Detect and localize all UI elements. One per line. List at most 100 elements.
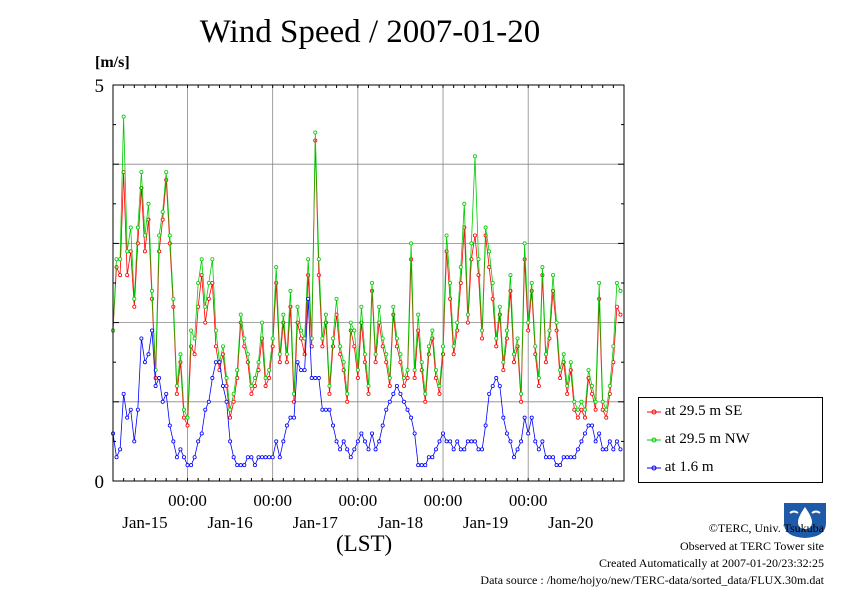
data-point — [604, 415, 609, 420]
y-tick-label: 0 — [95, 472, 105, 493]
data-point — [487, 265, 492, 270]
data-point — [529, 415, 534, 420]
data-point — [437, 383, 442, 388]
data-point — [252, 463, 257, 468]
data-point — [416, 463, 421, 468]
data-point — [245, 455, 250, 460]
data-point — [593, 407, 598, 412]
data-point — [345, 399, 350, 404]
data-point — [430, 328, 435, 333]
data-point — [213, 360, 218, 365]
data-point — [341, 360, 346, 365]
data-point — [497, 304, 502, 309]
data-point — [469, 241, 474, 246]
data-point — [504, 328, 509, 333]
data-point — [299, 336, 304, 341]
data-point — [213, 344, 218, 349]
data-point — [178, 447, 183, 452]
data-point — [551, 273, 556, 278]
data-point — [348, 320, 353, 325]
data-point — [536, 376, 541, 381]
data-point — [483, 225, 488, 230]
data-point — [359, 304, 364, 309]
data-point — [373, 352, 378, 357]
data-point — [210, 376, 215, 381]
data-point — [171, 296, 176, 301]
data-point — [114, 257, 119, 262]
data-point — [472, 154, 477, 159]
data-point — [291, 415, 296, 420]
data-point — [150, 288, 155, 293]
y-tick-label: 5 — [95, 76, 105, 97]
data-point — [444, 233, 449, 238]
data-point — [185, 463, 190, 468]
data-point — [167, 423, 172, 428]
data-point — [511, 352, 516, 357]
data-point — [394, 336, 399, 341]
data-point — [274, 439, 279, 444]
data-point — [338, 447, 343, 452]
data-point — [345, 391, 350, 396]
data-point — [469, 439, 474, 444]
data-point — [540, 439, 545, 444]
terc-logo — [782, 501, 828, 539]
data-point — [199, 431, 204, 436]
data-point — [526, 431, 531, 436]
data-point — [547, 455, 552, 460]
data-point — [142, 233, 147, 238]
data-point — [593, 439, 598, 444]
data-point — [572, 455, 577, 460]
data-point — [313, 376, 318, 381]
data-point — [288, 415, 293, 420]
legend-label-se: at 29.5 m SE — [664, 403, 743, 419]
legend-item-nw: at 29.5 m NW — [647, 429, 750, 449]
data-point — [309, 376, 314, 381]
data-point — [142, 249, 147, 254]
data-point — [533, 439, 538, 444]
data-point — [274, 265, 279, 270]
legend-item-se: at 29.5 m SE — [647, 401, 742, 421]
data-point — [441, 344, 446, 349]
x-day-label: Jan-18 — [378, 513, 423, 532]
data-point — [501, 360, 506, 365]
data-point — [554, 328, 559, 333]
data-point — [476, 257, 481, 262]
data-point — [281, 439, 286, 444]
data-point — [327, 383, 332, 388]
data-point — [480, 336, 485, 341]
data-point — [366, 383, 371, 388]
data-point — [189, 328, 194, 333]
data-point — [355, 368, 360, 373]
data-point — [455, 439, 460, 444]
data-point — [135, 407, 140, 412]
data-point — [352, 328, 357, 333]
data-point — [242, 336, 247, 341]
data-point — [199, 257, 204, 262]
data-point — [614, 280, 619, 285]
data-point — [433, 447, 438, 452]
data-point — [504, 431, 509, 436]
data-point — [540, 265, 545, 270]
data-point — [373, 447, 378, 452]
data-point — [405, 368, 410, 373]
data-point — [568, 455, 573, 460]
grid-lines — [113, 85, 624, 481]
data-point — [487, 249, 492, 254]
data-point — [185, 415, 190, 420]
data-point — [582, 407, 587, 412]
data-point — [575, 447, 580, 452]
data-point — [398, 352, 403, 357]
data-point — [384, 352, 389, 357]
data-point — [448, 280, 453, 285]
data-point — [323, 312, 328, 317]
data-source-text: Data source : /home/hojyo/new/TERC-data/… — [480, 573, 824, 587]
data-point — [174, 391, 179, 396]
data-point — [561, 352, 566, 357]
data-point — [277, 360, 282, 365]
data-point — [221, 383, 226, 388]
data-point — [451, 352, 456, 357]
data-point — [384, 407, 389, 412]
data-point — [480, 447, 485, 452]
data-point — [377, 439, 382, 444]
data-point — [441, 431, 446, 436]
